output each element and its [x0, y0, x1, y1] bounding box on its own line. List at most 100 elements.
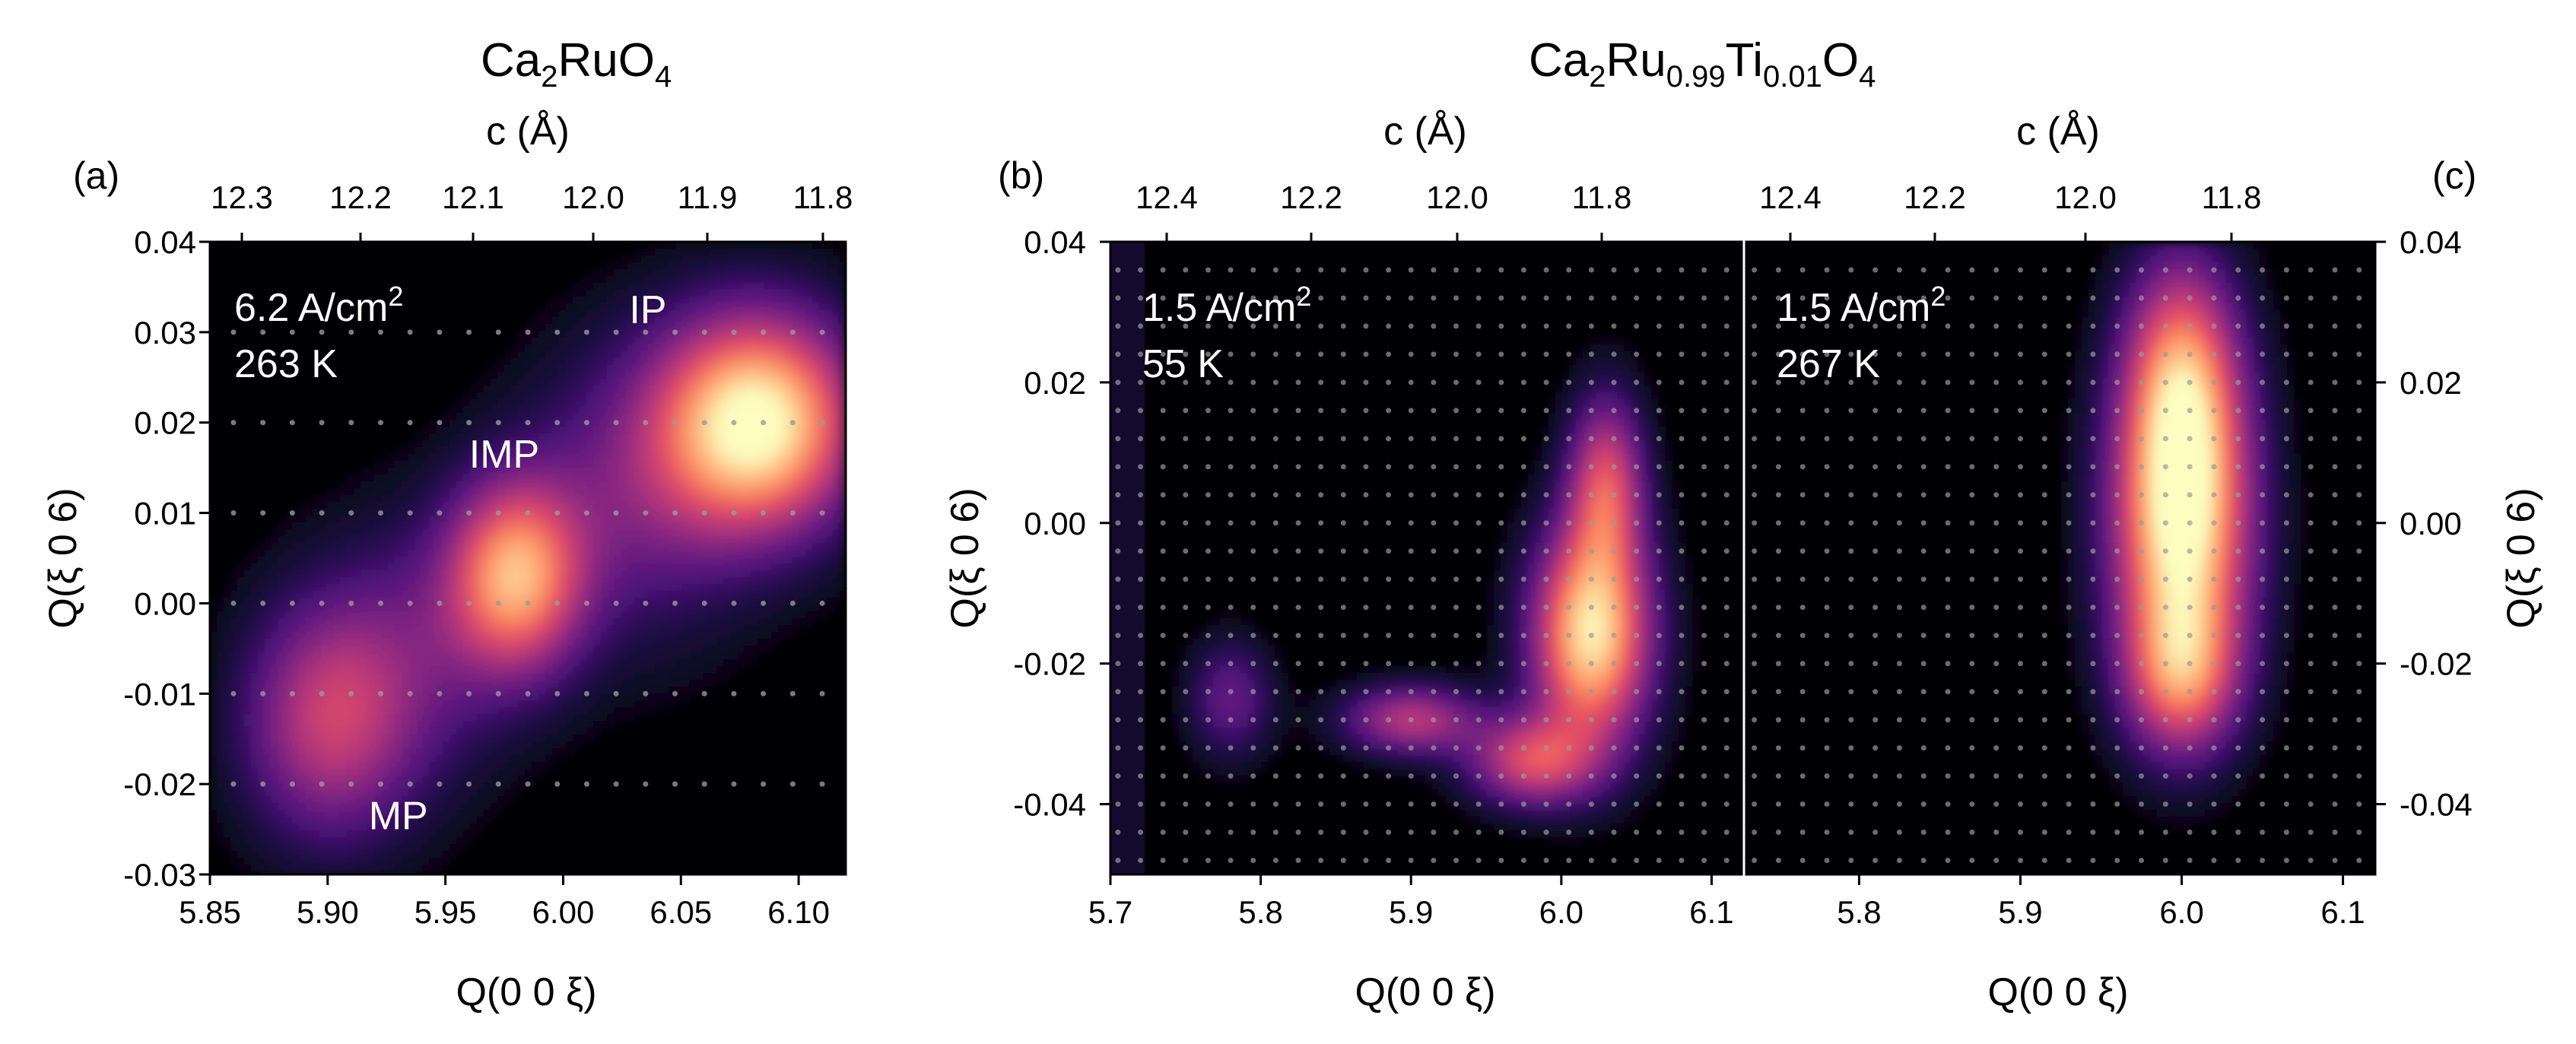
heatmap-cell: [580, 324, 587, 332]
heatmap-cell: [251, 762, 259, 770]
heatmap-cell: [586, 577, 594, 585]
heatmap-cell: [566, 652, 573, 660]
heatmap-cell: [545, 331, 553, 338]
heatmap-cell: [429, 707, 437, 715]
heatmap-cell: [395, 474, 402, 482]
heatmap-cell: [456, 652, 464, 660]
heatmap-cell: [347, 666, 354, 674]
heatmap-cell: [518, 721, 526, 728]
heatmap-cell: [586, 440, 594, 448]
heatmap-cell: [703, 269, 710, 277]
heatmap-cell: [230, 639, 238, 646]
heatmap-cell: [518, 591, 526, 598]
heatmap-cell: [545, 550, 553, 557]
heatmap-cell: [819, 379, 827, 386]
heatmap-cell: [785, 303, 792, 311]
heatmap-cell: [703, 632, 710, 639]
heatmap-cell: [491, 646, 498, 653]
heatmap-cell: [819, 351, 827, 359]
heatmap-cell: [675, 591, 683, 598]
heatmap-cell: [361, 625, 368, 633]
heatmap-cell: [258, 652, 265, 660]
heatmap-cell: [662, 372, 669, 379]
heatmap-cell: [682, 474, 690, 482]
heatmap-cell: [751, 310, 758, 318]
heatmap-cell: [764, 481, 772, 489]
heatmap-cell: [388, 680, 395, 687]
heatmap-cell: [819, 406, 827, 414]
heatmap-cell: [525, 611, 532, 619]
heatmap-cell: [388, 700, 395, 708]
heatmap-cell: [662, 529, 669, 537]
heatmap-cell: [491, 632, 498, 639]
heatmap-cell: [812, 543, 820, 551]
heatmap-cell: [422, 454, 430, 462]
heatmap-cell: [730, 406, 738, 414]
heatmap-cell: [833, 522, 840, 530]
heatmap-cell: [785, 344, 792, 352]
heatmap-cell: [621, 563, 628, 571]
heatmap-cell: [826, 242, 834, 249]
heatmap-cell: [545, 666, 553, 674]
heatmap-cell: [258, 611, 265, 619]
heatmap-cell: [436, 741, 443, 749]
heatmap-cell: [511, 632, 519, 639]
heatmap-cell: [313, 536, 320, 544]
heatmap-cell: [340, 659, 348, 667]
heatmap-cell: [586, 433, 594, 441]
heatmap-cell: [443, 605, 450, 612]
heatmap-cell: [511, 516, 519, 523]
heatmap-cell: [580, 331, 587, 338]
heatmap-cell: [764, 249, 772, 256]
heatmap-cell: [669, 481, 676, 489]
heatmap-cell: [600, 290, 608, 297]
heatmap-cell: [429, 502, 437, 509]
heatmap-cell: [799, 379, 806, 386]
heatmap-cell: [600, 338, 608, 345]
heatmap-cell: [538, 427, 546, 434]
heatmap-cell: [627, 358, 635, 366]
heatmap-cell: [299, 584, 307, 592]
heatmap-cell: [586, 481, 594, 489]
heatmap-cell: [819, 297, 827, 304]
heatmap-cell: [669, 543, 676, 551]
heatmap-cell: [463, 659, 471, 667]
heatmap-cell: [792, 262, 799, 270]
heatmap-cell: [648, 666, 656, 674]
heatmap-cell: [449, 618, 457, 626]
heatmap-cell: [333, 557, 341, 564]
heatmap-cell: [648, 522, 656, 530]
heatmap-cell: [799, 344, 806, 352]
heatmap-cell: [292, 605, 300, 612]
heatmap-cell: [758, 488, 765, 496]
heatmap-cell: [778, 351, 786, 359]
heatmap-cell: [361, 666, 368, 674]
heatmap-cell: [648, 687, 656, 694]
heatmap-cell: [710, 570, 717, 578]
heatmap-cell: [518, 741, 526, 749]
heatmap-cell: [744, 584, 751, 592]
heatmap-cell: [354, 618, 361, 626]
heatmap-cell: [819, 392, 827, 400]
heatmap-cell: [484, 714, 491, 722]
heatmap-cell: [491, 372, 498, 379]
heatmap-cell: [504, 454, 512, 462]
heatmap-cell: [552, 399, 560, 407]
heatmap-cell: [518, 433, 526, 441]
heatmap-cell: [484, 693, 491, 701]
heatmap-cell: [408, 728, 416, 735]
heatmap-cell: [374, 728, 382, 735]
heatmap-cell: [319, 570, 327, 578]
heatmap-cell: [251, 646, 259, 653]
heatmap-cell: [573, 488, 580, 496]
heatmap-cell: [525, 570, 532, 578]
heatmap-cell: [771, 269, 779, 277]
heatmap-cell: [402, 693, 409, 701]
heatmap-cell: [586, 351, 594, 359]
heatmap-cell: [333, 570, 341, 578]
heatmap-cell: [566, 427, 573, 434]
heatmap-cell: [593, 290, 601, 297]
heatmap-cell: [395, 447, 402, 455]
heatmap-cell: [278, 652, 286, 660]
heatmap-cell: [443, 420, 450, 427]
